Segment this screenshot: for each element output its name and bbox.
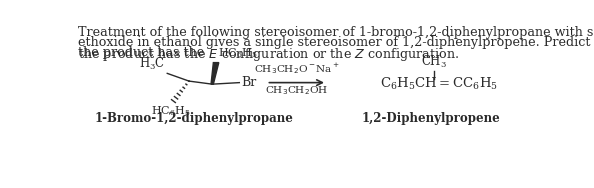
Text: $\mathregular{C_6H_5CH{=}CC_6H_5}$: $\mathregular{C_6H_5CH{=}CC_6H_5}$	[380, 76, 498, 92]
Text: $\mathregular{H_3C}$: $\mathregular{H_3C}$	[139, 56, 165, 72]
Text: Treatment of the following stereoisomer of 1-bromo-1,2-diphenylpropane with sodi: Treatment of the following stereoisomer …	[78, 26, 594, 39]
Text: CH$_3$CH$_2$O$^-$Na$^+$: CH$_3$CH$_2$O$^-$Na$^+$	[254, 61, 340, 76]
Text: $\mathregular{HC_6H_5}$: $\mathregular{HC_6H_5}$	[217, 46, 257, 60]
Text: $\mathregular{HC_6H_5}$: $\mathregular{HC_6H_5}$	[150, 104, 190, 118]
Text: the product has the: the product has the	[78, 46, 208, 59]
Text: 1-Bromo-1,2-diphenylpropane: 1-Bromo-1,2-diphenylpropane	[95, 112, 294, 125]
Text: ethoxide in ethanol gives a single stereoisomer of 1,2-diphenylpropene. Predict : ethoxide in ethanol gives a single stere…	[78, 36, 594, 49]
Text: 1,2-Diphenylpropene: 1,2-Diphenylpropene	[361, 112, 500, 125]
Polygon shape	[211, 63, 219, 84]
Text: $\mathregular{CH_3}$: $\mathregular{CH_3}$	[421, 54, 447, 70]
Text: Br: Br	[241, 76, 256, 89]
Text: CH$_3$CH$_2$OH: CH$_3$CH$_2$OH	[265, 84, 328, 97]
Text: the product has the $\it{E}$ configuration or the $\it{Z}$ configuration.: the product has the $\it{E}$ configurati…	[78, 46, 460, 63]
